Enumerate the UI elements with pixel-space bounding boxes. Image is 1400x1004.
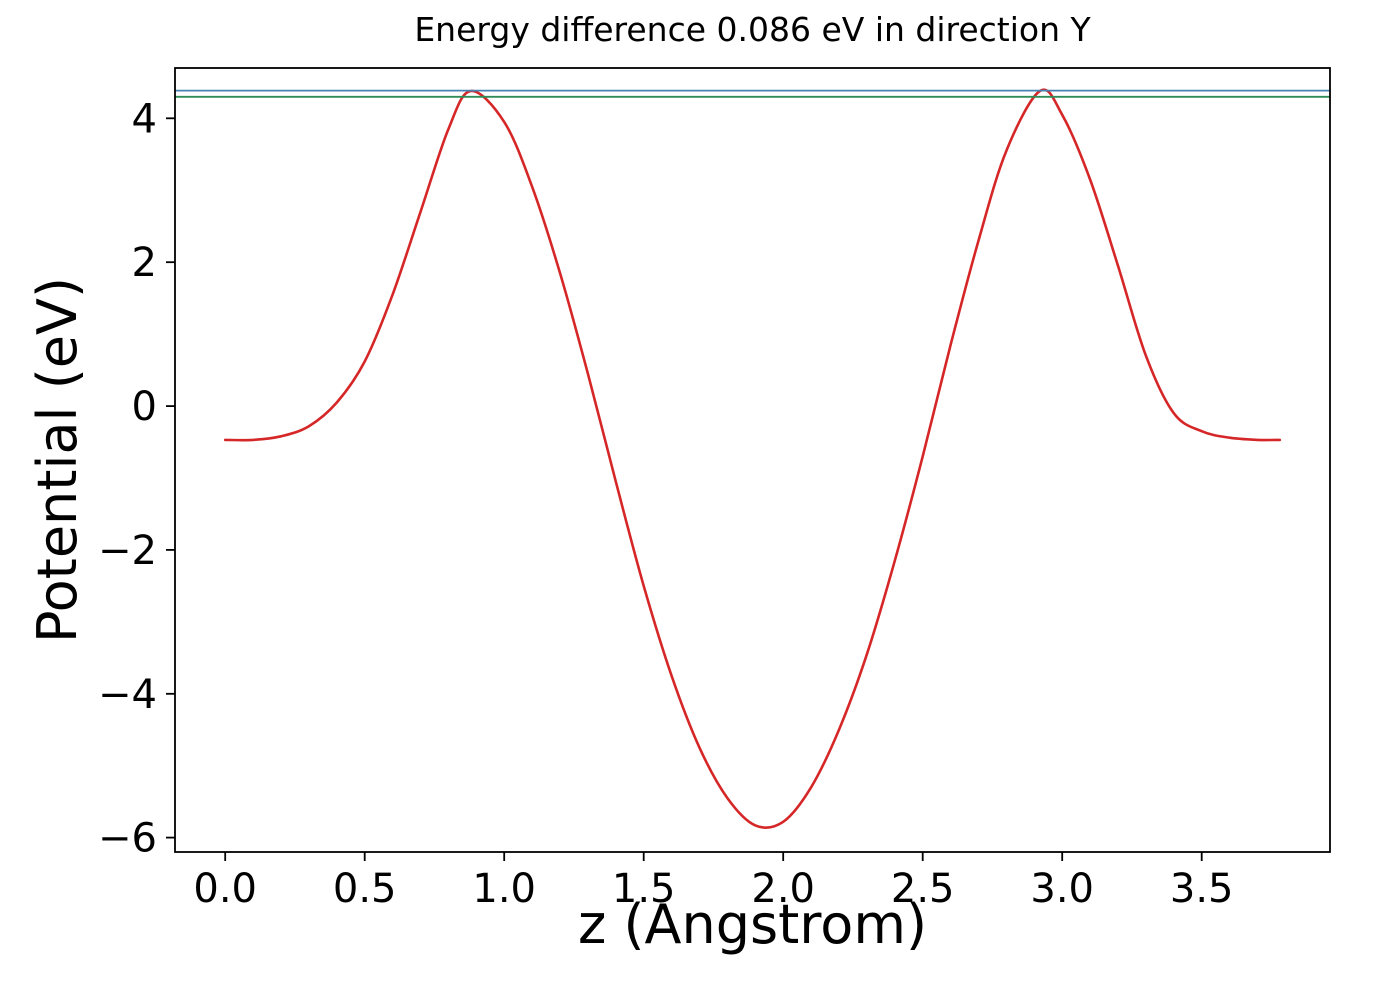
y-tick-label: 4 (132, 96, 157, 142)
y-tick-label: 0 (132, 384, 157, 430)
y-tick-label: 2 (132, 240, 157, 286)
chart-title: Energy difference 0.086 eV in direction … (414, 10, 1091, 49)
plot-border (174, 67, 1331, 853)
x-tick-label: 3.0 (1030, 866, 1094, 912)
x-tick-label: 2.5 (891, 866, 955, 912)
y-tick-label: −2 (98, 528, 157, 574)
x-tick-label: 0.0 (193, 866, 257, 912)
x-tick-label: 3.5 (1170, 866, 1234, 912)
potential-curve (223, 88, 1282, 829)
x-axis-label: z (Angstrom) (577, 893, 928, 956)
x-tick-label: 1.0 (472, 866, 536, 912)
y-axis-label: Potential (eV) (26, 276, 89, 644)
y-tick-label: −6 (98, 816, 157, 862)
x-tick-label: 2.0 (751, 866, 815, 912)
x-tick-label: 1.5 (612, 866, 676, 912)
x-tick-label: 0.5 (333, 866, 397, 912)
y-tick-label: −4 (98, 672, 157, 718)
